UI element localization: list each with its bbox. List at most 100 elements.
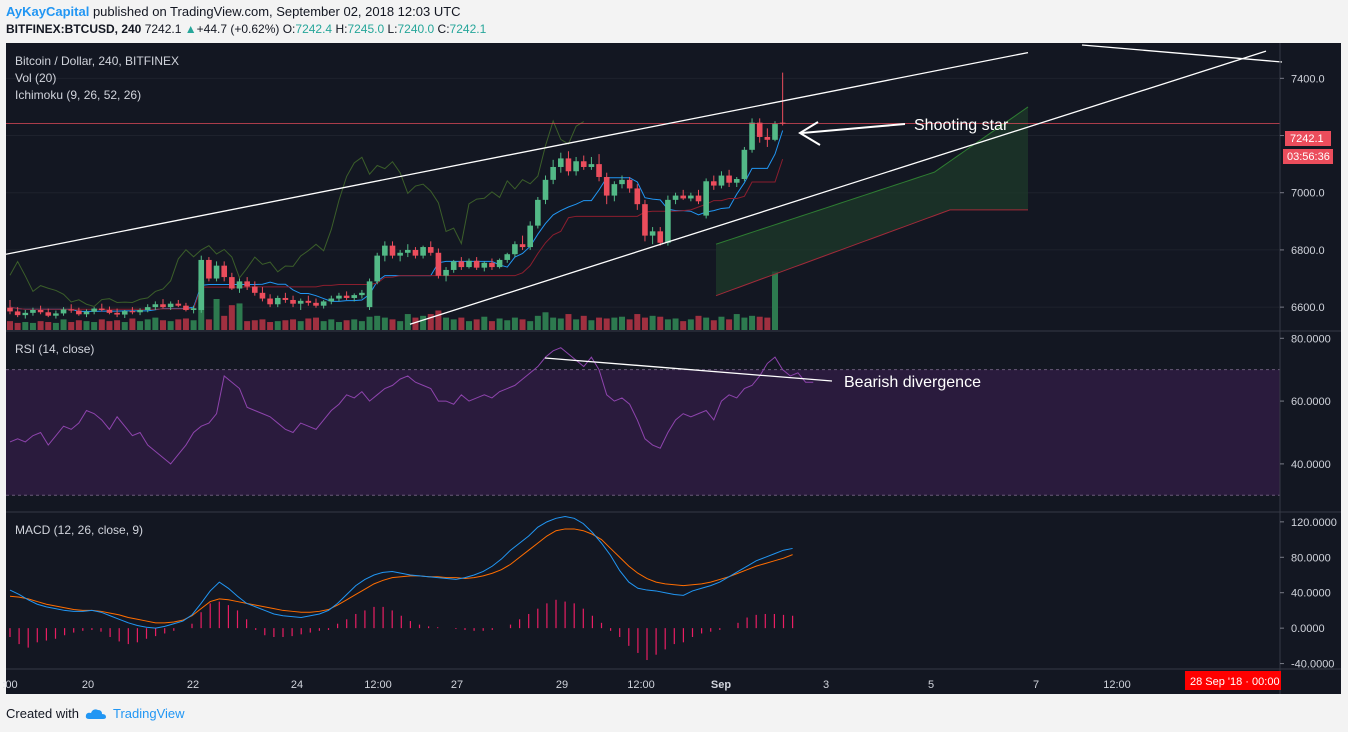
volume-bar: [320, 321, 327, 330]
volume-bar: [244, 321, 251, 330]
volume-bar: [504, 320, 511, 330]
candle-body: [542, 179, 549, 200]
volume-bar: [596, 317, 603, 330]
candle-body: [496, 259, 503, 268]
divergence-line: [544, 357, 833, 382]
candle-body: [366, 281, 373, 308]
volume-bar: [496, 318, 503, 330]
volume-bar: [152, 317, 159, 330]
candle-body: [711, 181, 717, 186]
candle-body: [397, 252, 403, 256]
volume-bar: [565, 314, 572, 330]
volume-bar: [29, 322, 36, 330]
change-value: +44.7 (+0.62%): [196, 22, 280, 36]
signal-line: [9, 528, 793, 624]
candle-body: [359, 292, 365, 296]
volume-bar: [511, 317, 518, 330]
volume-bar: [626, 319, 633, 330]
volume-bar: [98, 319, 105, 330]
date-badge: 28 Sep '18 · 00:00: [1190, 676, 1280, 688]
time-tick-label: 12:00: [627, 679, 655, 691]
volume-bar: [458, 317, 465, 330]
candle-body: [672, 195, 679, 200]
volume-bar: [160, 320, 166, 330]
senkou-span-b: [715, 209, 1028, 297]
volume-bar: [68, 322, 75, 330]
shooting-star-arrow: [801, 123, 906, 134]
volume-bar: [580, 315, 587, 330]
candle-body: [37, 309, 44, 313]
symbol-line: BITFINEX:BTCUSD, 240 7242.1 ▲+44.7 (+0.6…: [6, 22, 486, 36]
time-tick-label: Sep: [711, 679, 731, 691]
candle-body: [213, 265, 220, 279]
volume-bar: [657, 316, 664, 330]
candle-body: [733, 178, 740, 183]
candle-body: [688, 195, 694, 199]
volume-bar: [619, 316, 625, 330]
volume-bar: [641, 317, 648, 330]
candle-body: [374, 255, 380, 282]
volume-bar: [481, 316, 488, 330]
volume-bar: [106, 321, 113, 330]
candle-body: [657, 231, 664, 243]
candle-body: [274, 297, 281, 305]
volume-bar: [7, 321, 13, 330]
volume-bar: [129, 318, 136, 330]
volume-bar: [290, 319, 297, 330]
shooting-star-annotation: Shooting star: [914, 117, 1009, 134]
candle-body: [611, 184, 618, 196]
time-tick-label: 12:00: [364, 679, 392, 691]
author-link[interactable]: AyKayCapital: [6, 4, 90, 19]
tradingview-link[interactable]: TradingView: [85, 706, 185, 721]
candle-body: [336, 295, 342, 299]
time-tick-label: 5: [928, 679, 934, 691]
base-line: [9, 158, 784, 310]
volume-bar: [404, 314, 411, 330]
volume-bar: [114, 320, 121, 330]
volume-bar: [733, 314, 740, 330]
macd-legend: MACD (12, 26, close, 9): [15, 523, 143, 537]
volume-bar: [190, 320, 197, 330]
candle-body: [420, 247, 426, 256]
time-tick-label: 27: [451, 679, 463, 691]
rsi-tick-label: 60.0000: [1291, 396, 1331, 408]
time-tick-label: 20: [82, 679, 94, 691]
rsi-pane: [6, 347, 1280, 496]
volume-bar: [519, 319, 526, 330]
volume-bar: [381, 317, 388, 330]
candle-body: [259, 292, 266, 299]
time-tick-label: 22: [187, 679, 199, 691]
candle-body: [14, 311, 21, 316]
volume-bar: [144, 319, 151, 330]
candle-body: [596, 164, 602, 177]
macd-pane: [9, 516, 794, 661]
ichimoku-cloud: [716, 106, 1028, 296]
candle-body: [558, 158, 564, 167]
volume-bar: [121, 322, 128, 330]
price-tick-label: 7000.0: [1291, 188, 1325, 200]
price-badge: 7242.1: [1290, 133, 1324, 145]
candle-body: [626, 179, 633, 189]
volume-bar: [772, 271, 778, 330]
date-badge-bg: [1185, 671, 1281, 690]
volume-bar: [588, 320, 595, 330]
candle-body: [313, 302, 319, 306]
volume-bar: [473, 319, 480, 330]
rsi-band: [6, 369, 1280, 496]
candle-body: [756, 122, 763, 137]
candle-body: [772, 124, 778, 140]
volume-bar: [267, 322, 274, 330]
macd-tick-label: 0.0000: [1291, 623, 1325, 635]
candle-body: [297, 300, 304, 304]
symbol-label: BITFINEX:BTCUSD, 240: [6, 22, 142, 36]
low-label: L:: [387, 22, 398, 36]
open-value: 7242.4: [295, 22, 333, 36]
candle-body: [22, 312, 29, 316]
rsi-legend: RSI (14, close): [15, 342, 94, 356]
volume-bar: [137, 321, 144, 330]
candle-body: [573, 161, 579, 172]
volume-bar: [611, 317, 618, 330]
overhead-trendline: [1081, 44, 1283, 63]
candle-body: [726, 175, 732, 183]
